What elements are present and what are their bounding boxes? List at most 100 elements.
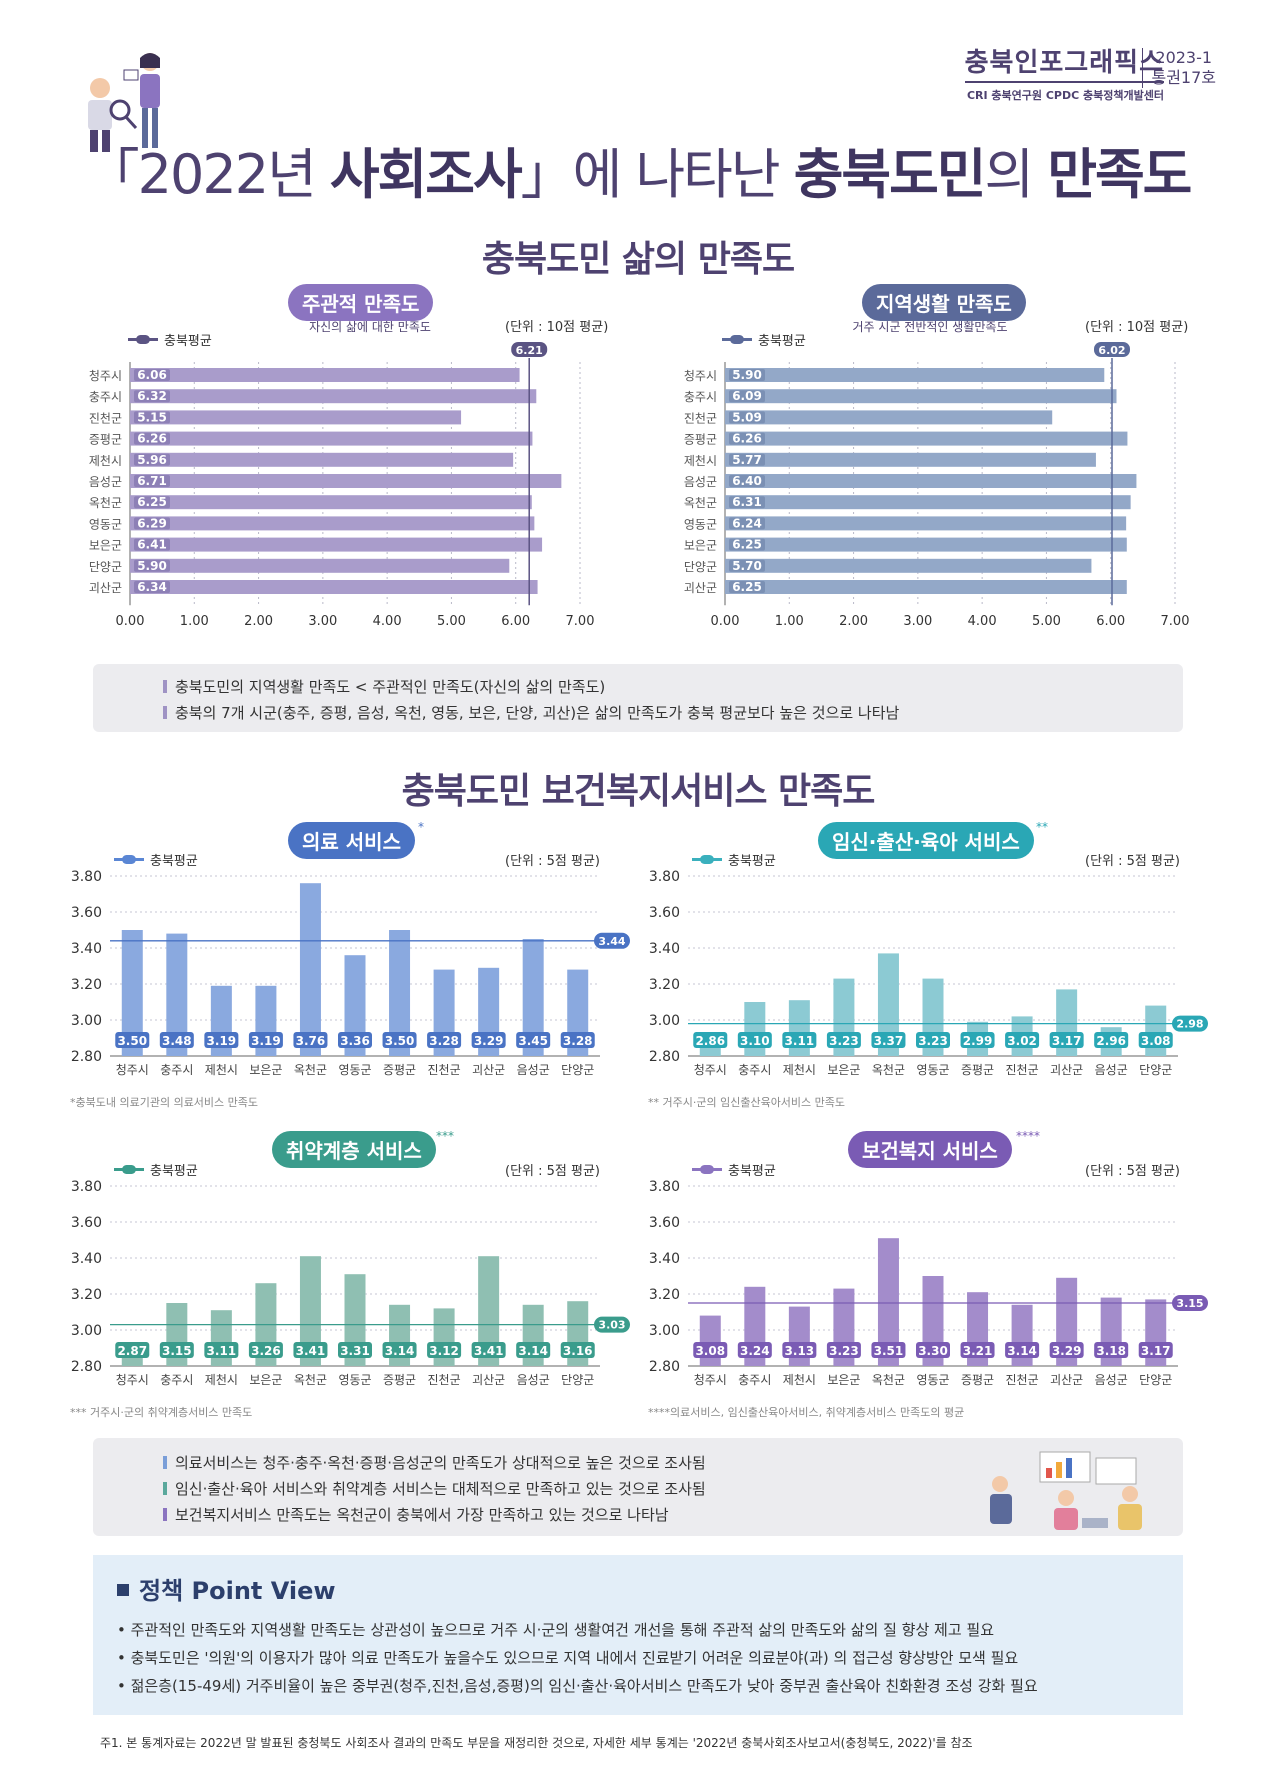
value-label: 3.11 bbox=[207, 1344, 237, 1358]
category-label: 청주시 bbox=[116, 1063, 149, 1077]
category-label: 옥천군 bbox=[89, 495, 122, 510]
value-label: 5.15 bbox=[137, 410, 167, 424]
category-label: 충주시 bbox=[684, 390, 717, 404]
value-label: 3.36 bbox=[340, 1034, 370, 1048]
value-label: 3.19 bbox=[251, 1034, 281, 1048]
value-label: 3.16 bbox=[563, 1344, 593, 1358]
chart1-title: 주관적 만족도 bbox=[288, 284, 434, 321]
average-badge bbox=[594, 1316, 630, 1333]
bar bbox=[725, 580, 1127, 594]
x-tick-label: 4.00 bbox=[373, 614, 402, 629]
category-label: 단양군 bbox=[561, 1373, 594, 1387]
value-label-bg bbox=[134, 559, 170, 572]
value-label: 3.30 bbox=[918, 1344, 948, 1358]
value-label-bg bbox=[338, 1342, 372, 1358]
average-badge bbox=[511, 342, 548, 357]
category-label: 음성군 bbox=[1095, 1063, 1128, 1077]
bar bbox=[725, 410, 1053, 425]
value-label: 3.28 bbox=[429, 1034, 459, 1048]
value-label-bg bbox=[560, 1342, 595, 1358]
policy-item-2: • 충북도민은 '의원'의 이용자가 많아 의료 만족도가 높을수도 있으므로 … bbox=[117, 1649, 1019, 1667]
chart-childcare-service: 2.80 3.00 3.20 3.40 3.60 3.80 2.86 청주시 3.10 충주시 3.… bbox=[649, 869, 1208, 1077]
bar bbox=[725, 558, 1092, 573]
average-badge bbox=[1172, 1295, 1208, 1311]
chart6-legend-label: 충북평균 bbox=[728, 1164, 776, 1179]
chart2-legend-label: 충북평균 bbox=[758, 334, 806, 349]
x-tick-label: 5.00 bbox=[437, 614, 466, 629]
value-label-bg bbox=[134, 496, 170, 509]
footnote: 주1. 본 통계자료는 2022년 말 발표된 충청북도 사회조사 결과의 만족… bbox=[100, 1736, 973, 1750]
x-tick-label: 3.00 bbox=[903, 614, 932, 629]
value-label: 6.41 bbox=[137, 538, 167, 552]
bar bbox=[725, 389, 1117, 404]
average-badge bbox=[1094, 342, 1130, 357]
value-label-bg bbox=[382, 1032, 417, 1048]
category-label: 괴산군 bbox=[472, 1063, 505, 1077]
category-label: 제천시 bbox=[205, 1372, 238, 1387]
x-tick-label: 1.00 bbox=[775, 614, 804, 629]
value-label-bg bbox=[427, 1342, 462, 1358]
bar bbox=[725, 474, 1137, 488]
policy-heading-text: 정책 Point View bbox=[139, 1577, 336, 1605]
value-label-bg bbox=[693, 1342, 728, 1358]
category-label: 옥천군 bbox=[684, 495, 717, 510]
y-tick-label: 3.40 bbox=[649, 1251, 680, 1267]
bar bbox=[389, 930, 411, 1056]
value-label: 3.10 bbox=[740, 1034, 770, 1048]
chart3-legend: 충북평균 bbox=[114, 850, 198, 869]
bar bbox=[166, 933, 188, 1056]
title-part2: 사회조사 bbox=[329, 143, 523, 206]
value-label: 3.28 bbox=[563, 1034, 593, 1048]
value-label: 3.29 bbox=[474, 1034, 504, 1048]
chart5-unit: (단위 : 5점 평균) bbox=[505, 1164, 600, 1179]
value-label: 5.90 bbox=[137, 559, 167, 573]
category-label: 청주시 bbox=[684, 369, 717, 383]
page-title: 「2022년 사회조사」에 나타난 충북도민의 만족도 bbox=[0, 130, 1276, 209]
category-label: 괴산군 bbox=[472, 1373, 505, 1387]
category-label: 음성군 bbox=[1095, 1373, 1128, 1387]
value-label-bg bbox=[204, 1342, 239, 1358]
bar bbox=[130, 558, 510, 573]
value-label-bg bbox=[134, 475, 170, 487]
value-label: 3.23 bbox=[829, 1034, 859, 1048]
issue-line2: 통권17호 bbox=[1151, 68, 1216, 87]
value-label-bg bbox=[427, 1032, 462, 1048]
average-label: 3.15 bbox=[1176, 1297, 1203, 1310]
average-label: 3.44 bbox=[598, 935, 625, 948]
category-label: 진천군 bbox=[1006, 1372, 1039, 1387]
bar bbox=[699, 1045, 721, 1056]
chart6-title-text: 보건복지 서비스 bbox=[862, 1139, 998, 1163]
chart4-title: 임신·출산·육아 서비스 bbox=[818, 822, 1034, 859]
y-tick-label: 3.60 bbox=[71, 905, 102, 921]
value-label-bg bbox=[871, 1032, 906, 1048]
category-label: 음성군 bbox=[684, 475, 717, 489]
category-label: 충주시 bbox=[89, 390, 122, 404]
category-label: 단양군 bbox=[1139, 1373, 1172, 1387]
value-label: 3.19 bbox=[207, 1034, 237, 1048]
value-label-bg bbox=[782, 1342, 817, 1358]
value-label-bg bbox=[115, 1342, 150, 1358]
value-label: 6.09 bbox=[732, 389, 762, 403]
chart3-title: 의료 서비스 bbox=[288, 822, 415, 859]
category-label: 괴산군 bbox=[1050, 1063, 1083, 1077]
bar bbox=[299, 1256, 321, 1366]
value-label-bg bbox=[1138, 1342, 1173, 1358]
value-label-bg bbox=[159, 1032, 194, 1048]
value-label: 6.24 bbox=[732, 516, 762, 530]
bar bbox=[725, 495, 1131, 510]
value-label: 2.87 bbox=[117, 1344, 147, 1358]
title-part5: 의 bbox=[984, 143, 1048, 206]
summary1-row1: 충북도민의 지역생활 만족도 < 주관적인 만족도(자신의 삶의 만족도) bbox=[163, 674, 1163, 700]
x-tick-label: 6.00 bbox=[501, 614, 530, 629]
value-label: 3.51 bbox=[874, 1344, 904, 1358]
section1-title: 충북도민 삶의 만족도 bbox=[481, 239, 795, 280]
value-label: 3.15 bbox=[162, 1344, 192, 1358]
category-label: 증평군 bbox=[961, 1373, 994, 1387]
category-label: 증평군 bbox=[961, 1063, 994, 1077]
value-label-bg bbox=[916, 1342, 950, 1358]
value-label: 3.18 bbox=[1096, 1344, 1126, 1358]
category-label: 충주시 bbox=[738, 1063, 771, 1077]
value-label: 3.45 bbox=[518, 1034, 548, 1048]
value-label-bg bbox=[729, 475, 765, 487]
y-tick-label: 2.80 bbox=[649, 1359, 680, 1375]
